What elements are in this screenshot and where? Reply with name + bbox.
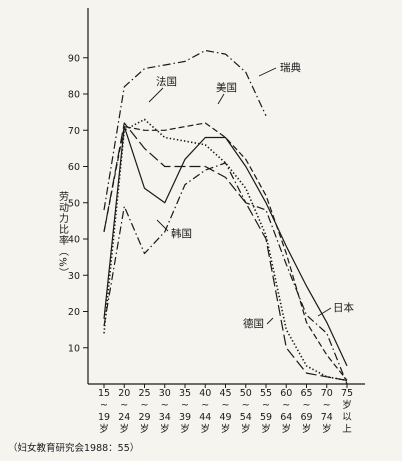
x-category-part: ~: [141, 400, 149, 411]
x-category-part: 岁: [342, 399, 352, 411]
x-category-part: 岁: [200, 423, 210, 435]
y-tick-label: 60: [68, 162, 80, 173]
x-category-part: 50: [240, 388, 252, 399]
series-label-france: 法国: [156, 75, 177, 88]
x-category-part: 69: [300, 412, 312, 423]
x-category-label: 65~69岁: [300, 388, 312, 435]
x-category-part: ~: [222, 400, 230, 411]
series-leader-usa: [217, 93, 225, 105]
y-tick-label: 90: [68, 53, 80, 64]
x-category-part: 岁: [281, 423, 291, 435]
x-category-label: 45~49岁: [219, 388, 231, 435]
series-label-korea: 韩国: [171, 227, 192, 240]
x-category-part: 岁: [322, 423, 332, 435]
x-category-label: 70~74岁: [321, 388, 333, 435]
series-label-japan: 日本: [333, 301, 354, 314]
series-label-sweden: 瑞典: [280, 61, 301, 74]
y-tick-label: 30: [68, 271, 80, 282]
x-category-part: 75: [341, 388, 353, 399]
x-category-label: 15~19岁: [98, 388, 110, 435]
x-category-part: ~: [120, 400, 128, 411]
x-category-part: 岁: [221, 423, 231, 435]
x-category-part: 岁: [119, 423, 129, 435]
source-citation: （妇女教育研究会1988：55）: [8, 443, 140, 454]
x-category-part: 19: [98, 412, 110, 423]
x-category-part: ~: [323, 400, 331, 411]
y-tick-label: 20: [68, 307, 80, 318]
series-line-usa: [103, 122, 348, 381]
x-category-part: 24: [118, 412, 130, 423]
series-line-japan: [103, 126, 348, 367]
y-axis-title: 劳动力比率（%）: [57, 190, 69, 279]
x-category-part: 65: [300, 388, 312, 399]
x-category-part: 44: [199, 412, 211, 423]
x-category-part: 岁: [302, 423, 312, 435]
x-category-part: 59: [260, 412, 272, 423]
x-category-part: 70: [321, 388, 333, 399]
x-category-label: 20~24岁: [118, 388, 130, 435]
series-line-korea: [103, 162, 348, 385]
series-layer: [103, 49, 348, 385]
x-category-part: 34: [159, 412, 171, 423]
x-category-part: 35: [179, 388, 191, 399]
y-tick-label: 80: [68, 90, 80, 101]
series-line-sweden: [103, 49, 267, 211]
x-category-label: 60~64岁: [280, 388, 292, 435]
x-category-part: 74: [321, 412, 333, 423]
x-category-part: ~: [100, 400, 108, 411]
x-category-part: 岁: [261, 423, 271, 435]
x-category-part: 岁: [140, 423, 150, 435]
x-category-part: 45: [219, 388, 231, 399]
x-category-part: 25: [138, 388, 150, 399]
y-tick-label: 70: [68, 126, 80, 137]
x-category-part: 以: [342, 412, 352, 423]
x-category-part: ~: [282, 400, 290, 411]
x-category-label: 55~59岁: [260, 388, 272, 435]
x-category-label: 30~34岁: [159, 388, 171, 435]
x-category-part: 岁: [241, 423, 251, 435]
x-category-part: 岁: [160, 423, 170, 435]
x-category-part: ~: [242, 400, 250, 411]
series-line-germany: [103, 122, 348, 381]
series-leader-japan: [317, 307, 332, 317]
x-category-part: 54: [240, 412, 252, 423]
x-category-part: 49: [219, 412, 231, 423]
x-category-part: 29: [138, 412, 150, 423]
x-category-part: 60: [280, 388, 292, 399]
x-category-part: 39: [179, 412, 191, 423]
series-label-germany: 德国: [243, 317, 264, 330]
x-category-part: ~: [201, 400, 209, 411]
y-tick-label: 10: [68, 343, 80, 354]
x-category-part: 30: [159, 388, 171, 399]
series-leader-germany: [266, 317, 274, 325]
series-leader-sweden: [258, 67, 277, 77]
series-leader-france: [148, 87, 164, 103]
x-category-part: 64: [280, 412, 292, 423]
y-tick-label: 40: [68, 235, 80, 246]
x-category-part: ~: [262, 400, 270, 411]
x-category-part: 55: [260, 388, 272, 399]
x-category-label: 25~29岁: [138, 388, 150, 435]
x-category-part: 20: [118, 388, 130, 399]
x-category-part: ~: [303, 400, 311, 411]
x-category-part: ~: [181, 400, 189, 411]
x-category-label: 50~54岁: [240, 388, 252, 435]
series-label-usa: 美国: [216, 81, 237, 94]
y-tick-label: 50: [68, 198, 80, 209]
x-category-part: 岁: [180, 423, 190, 435]
x-category-part: 15: [98, 388, 110, 399]
series-line-france: [103, 118, 348, 382]
x-category-part: 40: [199, 388, 211, 399]
x-category-label: 35~39岁: [179, 388, 191, 435]
x-category-part: 岁: [99, 423, 109, 435]
x-category-part: ~: [161, 400, 169, 411]
x-category-part: 上: [342, 424, 352, 435]
axes: 102030405060708090劳动力比率（%）15~19岁20~24岁25…: [57, 8, 365, 435]
x-category-label: 40~44岁: [199, 388, 211, 435]
series-leader-korea: [156, 219, 169, 232]
